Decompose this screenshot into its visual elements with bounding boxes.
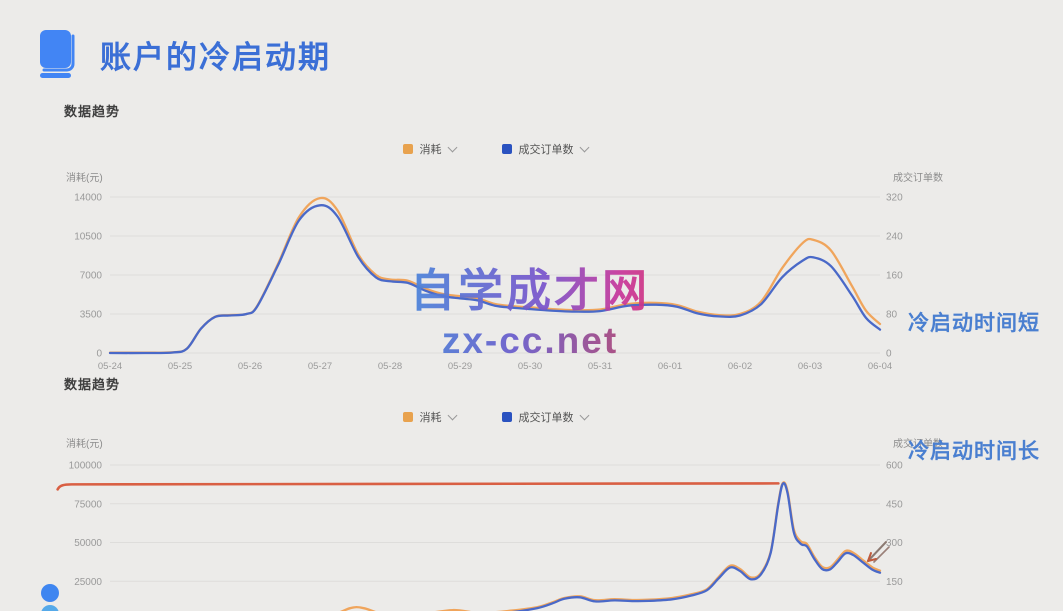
x-axis-tick-label: 05-24	[98, 361, 122, 372]
chart1-legend: 消耗 成交订单数	[110, 141, 880, 157]
series-line-orders	[511, 482, 882, 611]
legend-label: 消耗	[419, 412, 442, 424]
legend-label: 消耗	[419, 144, 442, 156]
legend-swatch-icon	[402, 144, 413, 154]
left-axis-tick-label: 100000	[69, 461, 103, 472]
left-axis-tick-label: 25000	[74, 577, 102, 588]
legend-item-consumption[interactable]: 消耗	[402, 141, 457, 157]
x-axis-tick-label: 06-02	[728, 361, 752, 372]
right-axis-tick-label: 160	[886, 271, 903, 282]
note-cold-start-short: 冷启动时间短	[908, 312, 1040, 335]
right-axis-tick-label: 300	[886, 538, 903, 549]
legend-label: 成交订单数	[518, 144, 574, 156]
right-axis-tick-label: 0	[886, 349, 892, 360]
x-axis-tick-label: 05-27	[308, 361, 332, 372]
left-axis-tick-label: 50000	[74, 538, 102, 549]
left-axis-tick-label: 3500	[80, 310, 103, 321]
x-axis-tick-label: 05-26	[238, 361, 262, 372]
pager-dot-1[interactable]	[41, 584, 59, 602]
series-line-orders	[108, 204, 882, 355]
right-axis-tick-label: 240	[886, 232, 903, 243]
left-axis-title: 消耗(元)	[66, 437, 103, 450]
right-axis-title: 成交订单数	[893, 171, 943, 184]
red-flat-annotation-line	[56, 482, 780, 491]
legend-swatch-icon	[501, 412, 512, 422]
legend-item-orders[interactable]: 成交订单数	[501, 409, 589, 425]
x-axis-tick-label: 05-29	[448, 361, 472, 372]
legend-label: 成交订单数	[518, 412, 574, 424]
x-axis-tick-label: 06-03	[798, 361, 822, 372]
left-axis-tick-label: 14000	[74, 193, 102, 204]
chart2-section-title: 数据趋势	[64, 377, 121, 392]
x-axis-tick-label: 05-28	[378, 361, 402, 372]
x-axis-tick-label: 06-01	[658, 361, 682, 372]
x-axis-tick-label: 06-04	[868, 361, 892, 372]
right-axis-tick-label: 150	[886, 577, 903, 588]
chart2: 25000 50000 75000 100000 150 300 450 600 消耗(元) 成交…	[56, 437, 943, 611]
right-axis-tick-label: 320	[886, 193, 903, 204]
left-axis-tick-label: 7000	[80, 271, 103, 282]
left-axis-tick-label: 75000	[74, 499, 102, 510]
left-axis-title: 消耗(元)	[66, 171, 103, 184]
legend-item-consumption[interactable]: 消耗	[402, 409, 457, 425]
x-axis-tick-label: 05-30	[518, 361, 542, 372]
right-axis-tick-label: 600	[886, 461, 903, 472]
left-axis-tick-label: 0	[96, 349, 102, 360]
legend-item-orders[interactable]: 成交订单数	[501, 141, 589, 157]
right-axis-tick-label: 450	[886, 499, 903, 510]
page-header: 账户的冷启动期	[36, 28, 331, 80]
pager-dot-2[interactable]	[41, 605, 59, 611]
right-axis-title: 成交订单数	[893, 437, 943, 450]
x-axis-tick-label: 05-31	[588, 361, 612, 372]
chart2-legend: 消耗 成交订单数	[110, 409, 880, 425]
chart1-section-title: 数据趋势	[64, 104, 121, 119]
legend-swatch-icon	[501, 144, 512, 154]
right-axis-tick-label: 80	[886, 310, 898, 321]
series-line-consumption	[340, 481, 882, 611]
page-title: 账户的冷启动期	[100, 39, 331, 75]
chart1: 0 3500 7000 10500 14000 0 80 160 240 320 消耗(元) 成交订单…	[66, 171, 943, 372]
note-cold-start-long: 冷启动时间长	[908, 440, 1040, 463]
hand-drawn-arrow-icon	[867, 541, 890, 563]
left-axis-tick-label: 10500	[74, 232, 102, 243]
legend-swatch-icon	[402, 412, 413, 422]
x-axis-tick-label: 05-25	[168, 361, 192, 372]
book-icon	[40, 30, 75, 78]
